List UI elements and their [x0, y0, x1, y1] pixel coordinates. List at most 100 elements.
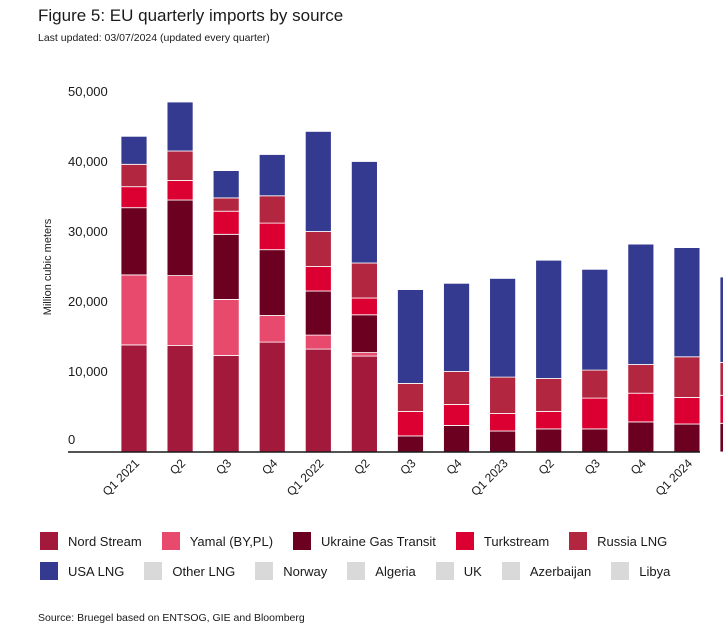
- legend-swatch: [40, 562, 58, 580]
- bar-segment: [350, 355, 378, 453]
- x-tick-label: Q3: [213, 456, 234, 477]
- y-tick-label: 50,000: [68, 84, 108, 99]
- bar-segment: [627, 364, 655, 394]
- legend-swatch: [347, 562, 366, 580]
- bar-segment: [581, 268, 609, 371]
- bar-segment: [443, 424, 470, 453]
- bar-segment: [304, 130, 332, 232]
- bar-segment: [535, 259, 563, 379]
- legend-label: Norway: [283, 563, 328, 579]
- bar-segment: [166, 150, 194, 181]
- bar-segment: [489, 430, 517, 453]
- bar-segment: [719, 361, 723, 396]
- legend-item: Russia LNG: [569, 532, 667, 550]
- bar-segment: [397, 382, 424, 412]
- x-tick-label: Q4: [443, 456, 464, 477]
- bar-segment: [443, 403, 470, 426]
- legend-item: Azerbaijan: [501, 562, 592, 580]
- y-tick-label: 0: [68, 432, 75, 447]
- x-tick-label: Q4: [628, 456, 649, 477]
- bar-segment: [212, 298, 240, 356]
- x-tick-label: Q3: [397, 456, 418, 477]
- bar-segment: [258, 222, 286, 251]
- bar-segment: [489, 277, 517, 378]
- legend-item: Turkstream: [455, 532, 550, 550]
- bar-segment: [212, 197, 240, 212]
- bar-segment: [581, 428, 609, 453]
- legend-swatch: [293, 532, 312, 550]
- x-tick-label: Q1 2023: [468, 456, 511, 499]
- bar-segment: [673, 423, 701, 453]
- legend-item: Nord Stream: [40, 532, 142, 550]
- legend-item: Other LNG: [144, 562, 235, 580]
- legend-row: USA LNG Other LNG Norway Algeria UK Azerbaija…: [40, 556, 710, 586]
- legend-label: Algeria: [375, 563, 416, 579]
- legend-label: Azerbaijan: [529, 563, 592, 579]
- bar-segment: [304, 290, 332, 336]
- bar-segment: [120, 163, 148, 188]
- legend-label: Yamal (BY,PL): [189, 533, 274, 549]
- bar-segment: [673, 396, 701, 425]
- legend-item: UK: [435, 562, 482, 580]
- chart-subtitle: Last updated: 03/07/2024 (updated every …: [38, 32, 270, 44]
- bar-segment: [719, 276, 723, 363]
- chart-title: Figure 5: EU quarterly imports by source: [38, 6, 344, 25]
- bar-segment: [166, 275, 194, 347]
- bar-segment: [443, 282, 470, 372]
- legend-swatch: [569, 532, 588, 550]
- legend-label: Libya: [639, 563, 671, 579]
- bar-segment: [304, 266, 332, 292]
- legend-label: Turkstream: [483, 533, 550, 549]
- x-tick-label: Q1 2024: [653, 456, 696, 499]
- bar-segment: [166, 179, 194, 201]
- y-tick-label: 10,000: [68, 364, 108, 379]
- bar-segment: [719, 394, 723, 424]
- bar-segment: [304, 231, 332, 267]
- bar-segment: [212, 354, 240, 453]
- bar-segment: [304, 348, 332, 453]
- bar-segment: [304, 334, 332, 350]
- bar-segment: [350, 314, 378, 353]
- bar-segment: [581, 369, 609, 399]
- legend-item: Ukraine Gas Transit: [293, 532, 436, 550]
- bar-segment: [627, 392, 655, 423]
- bar-segment: [258, 249, 286, 316]
- bar-segment: [212, 210, 240, 235]
- legend-item: USA LNG: [40, 562, 124, 580]
- x-tick-label: Q2: [351, 456, 372, 477]
- legend-swatch: [435, 562, 454, 580]
- bar-segment: [120, 135, 148, 165]
- bar-segment: [258, 154, 286, 197]
- bar-segment: [535, 428, 563, 453]
- bar-segment: [627, 243, 655, 365]
- bar-segment: [350, 352, 378, 357]
- stacked-bar-chart: 0 10,000 20,000 30,000 40,000 50,000 Q1 2021 Q2…: [68, 84, 723, 499]
- bar-segment: [166, 345, 194, 453]
- legend-item: Yamal (BY,PL): [161, 532, 274, 550]
- x-tick-label: Q1 2021: [100, 456, 143, 499]
- bar-segment: [350, 297, 378, 316]
- x-tick-label: Q2: [167, 456, 188, 477]
- chart-legend: Nord Stream Yamal (BY,PL) Ukraine Gas Tran…: [40, 526, 710, 586]
- legend-swatch: [40, 532, 58, 550]
- bar-segment: [350, 161, 378, 264]
- legend-swatch: [144, 562, 163, 580]
- legend-swatch: [611, 562, 630, 580]
- bar-segment: [212, 233, 240, 300]
- legend-label: UK: [463, 563, 482, 579]
- bar-segment: [397, 289, 424, 384]
- bar-segment: [166, 199, 194, 276]
- legend-label: Nord Stream: [68, 533, 142, 549]
- bar-segment: [489, 376, 517, 414]
- bar-segment: [212, 170, 240, 199]
- bar-segment: [535, 378, 563, 412]
- bar-segment: [673, 356, 701, 398]
- bar-segment: [719, 422, 723, 453]
- legend-swatch: [455, 532, 474, 550]
- bar-segment: [627, 421, 655, 453]
- legend-label: Other LNG: [172, 563, 236, 579]
- legend-label: USA LNG: [68, 563, 125, 579]
- bar-segment: [350, 262, 378, 299]
- legend-item: Norway: [255, 562, 327, 580]
- legend-label: Russia LNG: [597, 533, 668, 549]
